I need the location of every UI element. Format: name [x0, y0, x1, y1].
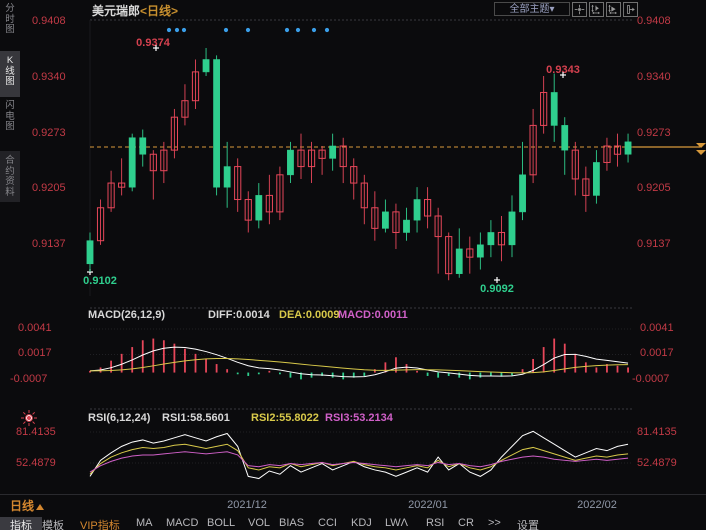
svg-text:0.9102: 0.9102 [83, 275, 117, 287]
svg-text:0.9092: 0.9092 [480, 283, 514, 295]
svg-text:0.9374: 0.9374 [136, 37, 171, 49]
